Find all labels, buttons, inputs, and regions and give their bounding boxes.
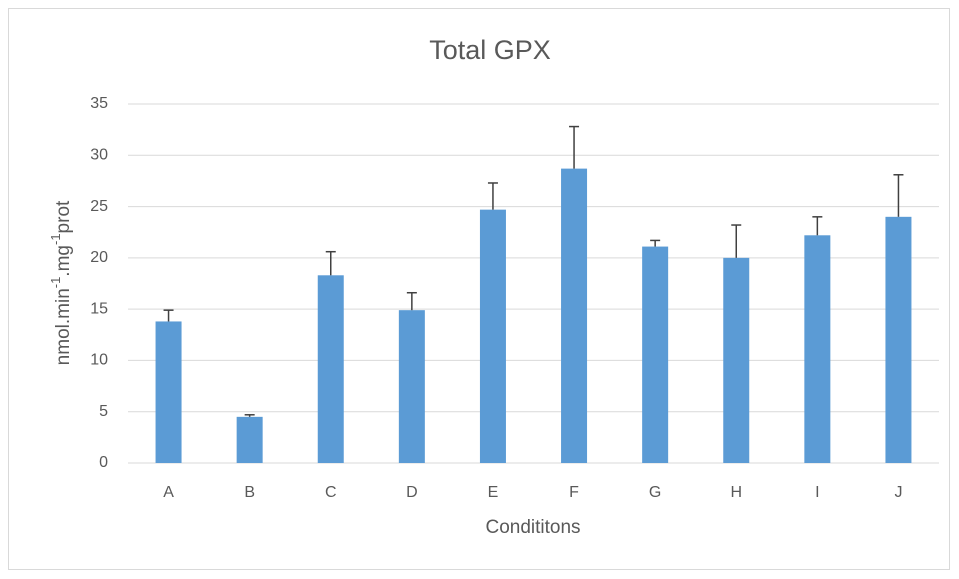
- error-bar: [325, 250, 336, 276]
- x-tick-label: D: [406, 484, 418, 501]
- chart-title: Total GPX: [429, 35, 551, 65]
- y-axis-title: nmol.min-1.mg-1prot: [48, 200, 74, 365]
- x-tick-label: B: [244, 484, 255, 501]
- x-tick-label: C: [325, 484, 337, 501]
- bar: [236, 416, 263, 463]
- y-tick-label: 0: [99, 454, 108, 471]
- bar: [317, 275, 344, 463]
- y-tick-label: 25: [90, 198, 108, 215]
- x-tick-label: A: [163, 484, 174, 501]
- y-tick-label: 10: [90, 352, 108, 369]
- chart-frame: [8, 8, 950, 570]
- y-tick-label: 15: [90, 300, 108, 317]
- error-bar: [244, 414, 255, 417]
- bar: [804, 235, 831, 463]
- y-tick-label: 30: [90, 147, 108, 164]
- error-bar: [569, 125, 580, 169]
- bar: [398, 310, 425, 463]
- x-tick-label: E: [488, 484, 499, 501]
- error-bar: [163, 309, 174, 322]
- error-bar: [893, 174, 904, 217]
- y-tick-label: 20: [90, 249, 108, 266]
- error-bar: [650, 239, 661, 247]
- bar: [723, 257, 750, 463]
- x-tick-label: H: [730, 484, 742, 501]
- y-tick-label: 35: [90, 95, 108, 112]
- error-bar: [731, 224, 742, 258]
- x-tick-label: G: [649, 484, 661, 501]
- x-tick-label: J: [894, 484, 902, 501]
- x-axis-title: Condititons: [485, 517, 580, 538]
- y-axis-title-part: prot: [53, 200, 74, 233]
- bar: [642, 246, 669, 463]
- error-bar: [812, 216, 823, 236]
- y-axis-title-part: .mg: [53, 245, 74, 277]
- y-axis-title-superscript: -1: [48, 277, 63, 289]
- bar: [479, 209, 506, 463]
- x-tick-label: F: [569, 484, 579, 501]
- error-bar: [487, 182, 498, 210]
- x-tick-label: I: [815, 484, 819, 501]
- error-bar: [406, 291, 417, 311]
- bar: [561, 168, 588, 463]
- y-axis-title-superscript: -1: [48, 233, 63, 245]
- bar: [885, 216, 912, 463]
- bar: [155, 321, 182, 463]
- y-tick-label: 5: [99, 403, 108, 420]
- y-axis-title-part: nmol.min: [53, 288, 74, 365]
